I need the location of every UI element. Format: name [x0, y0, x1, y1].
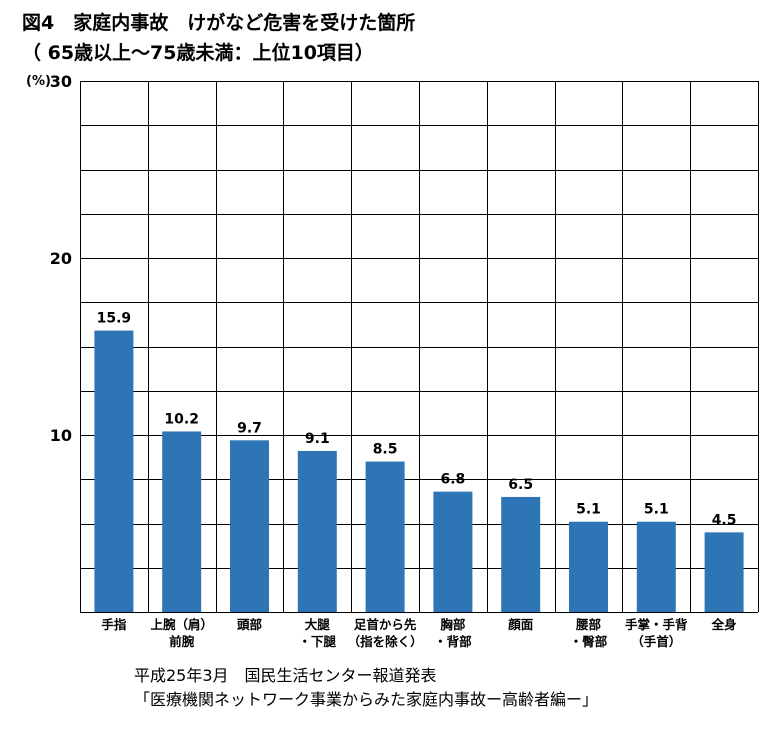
category-label: 前腕 [169, 634, 195, 649]
bar [297, 450, 337, 612]
bar-value-label: 5.1 [644, 502, 669, 518]
source-line1: 平成25年3月 国民生活センター報道発表 [134, 666, 437, 685]
category-label: 足首から先 [354, 617, 417, 632]
chart-title-line1: 図4 家庭内事故 けがなど危害を受けた箇所 [22, 12, 416, 34]
category-label: （手首） [631, 634, 681, 649]
category-label: 顔面 [507, 617, 534, 632]
bar-value-label: 15.9 [97, 311, 132, 327]
category-label: ・背部 [434, 634, 472, 649]
bar-value-label: 5.1 [576, 502, 601, 518]
category-label: 胸部 [440, 617, 466, 632]
bar-value-label: 6.8 [440, 472, 465, 488]
bar [433, 491, 473, 612]
category-label: 頭部 [237, 617, 263, 632]
chart-title-line2: （ 65歳以上～75歳未満：上位10項目） [22, 42, 374, 64]
y-tick-label: 10 [50, 426, 72, 445]
y-tick-label: 30 [50, 72, 72, 91]
category-label: ・臀部 [570, 634, 608, 649]
chart-labels: 10 20 30 15.9 手指 10.2 上腕（肩） 前腕 9.7 頭部 9.1 大腿・下腿 8.5 足… [50, 72, 737, 649]
bar [704, 532, 744, 612]
bar-value-label: 4.5 [712, 512, 737, 528]
category-label: ・下腿 [299, 634, 337, 649]
bar-value-label: 10.2 [164, 411, 199, 427]
bar [636, 521, 676, 612]
y-tick-label: 20 [50, 249, 72, 268]
bar-value-label: 9.7 [237, 420, 262, 436]
bar-value-label: 9.1 [305, 431, 330, 447]
source-line2: 「医療機関ネットワーク事業からみた家庭内事故ー高齢者編ー」 [134, 690, 599, 709]
category-label: 手指 [101, 617, 127, 632]
bar [230, 440, 269, 612]
y-axis-unit-label: (%) [26, 74, 51, 89]
bar [569, 521, 608, 612]
category-label: （指を除く） [348, 634, 423, 649]
category-label: 大腿 [305, 617, 331, 632]
bar [162, 431, 202, 612]
chart-bars [94, 330, 744, 612]
bar [365, 461, 405, 612]
category-label: 腰部 [575, 617, 602, 632]
category-label: 手掌・手背 [625, 617, 688, 632]
category-label: 上腕（肩） [150, 617, 213, 632]
bar-value-label: 8.5 [373, 442, 398, 458]
category-label: 全身 [711, 617, 738, 632]
bar [94, 330, 134, 612]
bar-value-label: 6.5 [508, 477, 533, 493]
bar [501, 496, 541, 612]
